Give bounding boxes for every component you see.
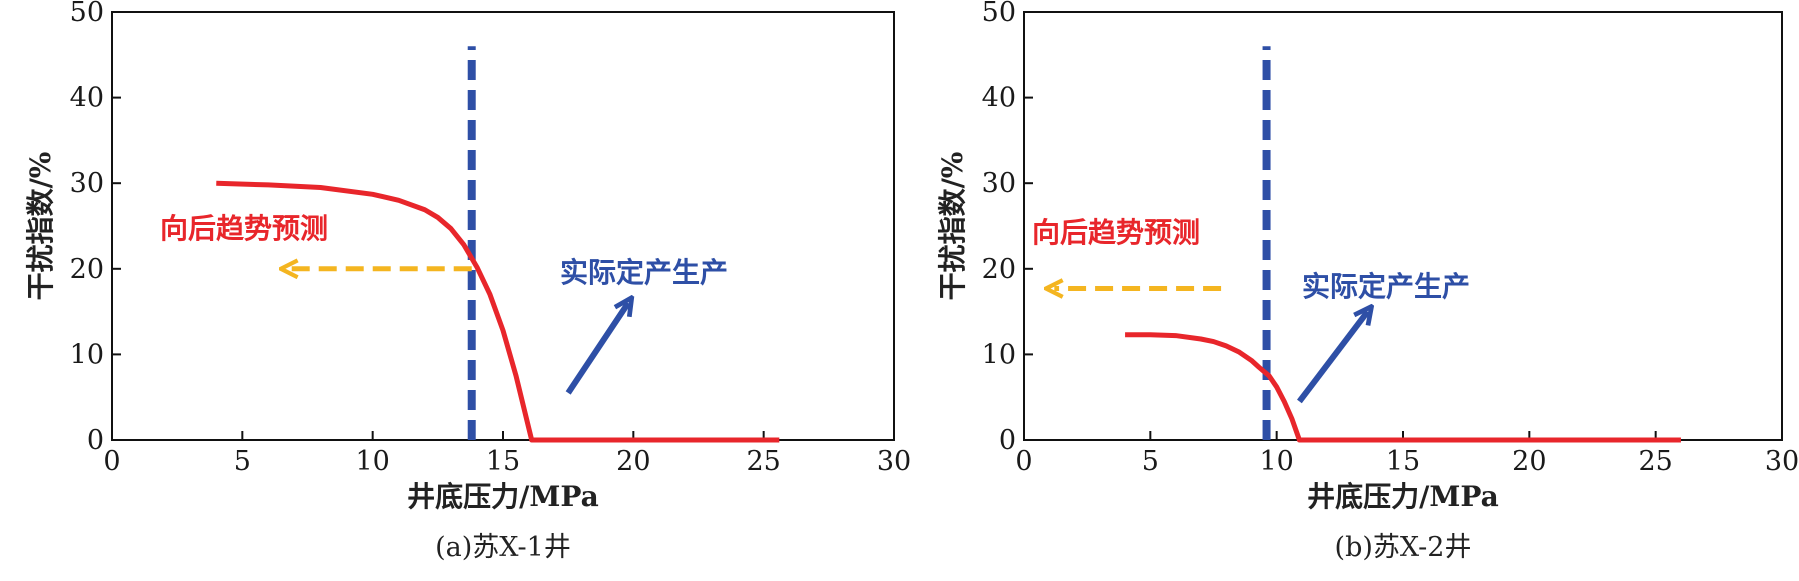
y-axis: 0 10 20 30 40 50 [982,0,1033,456]
x-axis-title: 井底压力/MPa [407,480,599,513]
x-tick-label: 25 [746,446,780,477]
y-tick-label: 50 [70,0,104,28]
x-tick-label: 15 [1386,446,1420,477]
x-tick-label: 15 [486,446,520,477]
y-axis: 0 10 20 30 40 50 [70,0,121,456]
interference-index-curve [1125,332,1681,443]
y-tick-label: 50 [982,0,1016,28]
x-tick-label: 20 [616,446,650,477]
x-tick-label: 5 [234,446,251,477]
chart-panel-a: 0 10 20 30 40 50 0 5 10 15 20 25 30 干扰指数/% 井底压力/MPa… [24,0,911,563]
y-tick-label: 20 [982,254,1016,285]
x-axis: 0 5 10 15 20 25 30 [103,431,911,477]
x-tick-label: 30 [877,446,911,477]
chart-panel-b: 0 10 20 30 40 50 0 5 10 15 20 25 30 干扰指数/% 井底压力/MPa… [936,0,1799,563]
y-tick-label: 30 [70,168,104,199]
y-axis-title: 干扰指数/% [936,152,969,301]
y-tick-label: 20 [70,254,104,285]
y-tick-label: 40 [982,83,1016,114]
x-tick-label: 5 [1142,446,1159,477]
production-label: 实际定产生产 [1302,270,1470,303]
x-axis-title: 井底压力/MPa [1307,480,1499,513]
production-label: 实际定产生产 [560,256,728,289]
y-tick-label: 40 [70,83,104,114]
y-axis-title: 干扰指数/% [24,152,57,301]
x-tick-label: 0 [1015,446,1032,477]
backward-trend-label: 向后趋势预测 [1032,216,1200,249]
x-axis: 0 5 10 15 20 25 30 [1015,431,1799,477]
y-tick-label: 10 [70,339,104,370]
x-tick-label: 20 [1512,446,1546,477]
y-tick-label: 0 [87,425,104,456]
y-tick-label: 30 [982,168,1016,199]
backward-trend-label: 向后趋势预测 [160,212,328,245]
x-tick-label: 10 [355,446,389,477]
y-tick-label: 0 [999,425,1016,456]
x-tick-label: 25 [1638,446,1672,477]
x-tick-label: 0 [103,446,120,477]
panel-caption: (b)苏X-2井 [1335,532,1472,563]
interference-index-curve [216,180,780,443]
production-arrow [1297,312,1367,404]
panel-caption: (a)苏X-1井 [435,532,571,563]
y-tick-label: 10 [982,339,1016,370]
x-tick-label: 30 [1765,446,1799,477]
x-tick-label: 10 [1259,446,1293,477]
production-arrow [565,303,628,395]
